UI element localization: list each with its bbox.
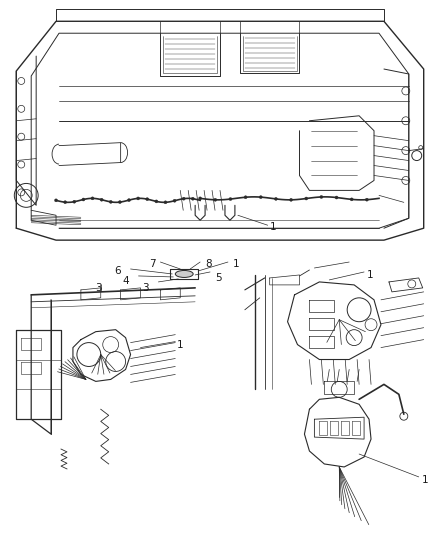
- Circle shape: [100, 198, 103, 201]
- Circle shape: [73, 200, 76, 203]
- Text: 1: 1: [233, 259, 239, 269]
- Circle shape: [127, 199, 130, 201]
- Circle shape: [191, 197, 194, 200]
- Circle shape: [213, 198, 216, 201]
- Text: 3: 3: [141, 283, 148, 293]
- Text: 5: 5: [215, 273, 221, 283]
- Circle shape: [304, 197, 307, 200]
- Circle shape: [289, 198, 292, 201]
- Text: 3: 3: [95, 283, 102, 293]
- Text: 6: 6: [114, 266, 120, 276]
- Circle shape: [259, 196, 261, 199]
- Text: 1: 1: [269, 222, 276, 232]
- Circle shape: [364, 198, 367, 201]
- Text: 8: 8: [205, 259, 211, 269]
- Circle shape: [182, 197, 185, 200]
- Text: 7: 7: [148, 259, 155, 269]
- Circle shape: [334, 196, 337, 199]
- Circle shape: [350, 198, 353, 201]
- Circle shape: [164, 201, 166, 204]
- Circle shape: [173, 199, 176, 202]
- Circle shape: [274, 197, 277, 200]
- Circle shape: [109, 200, 112, 204]
- Circle shape: [54, 199, 57, 202]
- Text: 1: 1: [366, 270, 373, 280]
- Text: 4: 4: [122, 276, 128, 286]
- Circle shape: [198, 197, 201, 200]
- Circle shape: [229, 198, 231, 200]
- Ellipse shape: [175, 270, 193, 278]
- Text: 1: 1: [177, 340, 184, 350]
- Circle shape: [64, 201, 67, 204]
- Circle shape: [136, 197, 139, 200]
- Circle shape: [118, 200, 121, 204]
- Circle shape: [319, 196, 322, 198]
- Circle shape: [91, 197, 94, 200]
- Circle shape: [244, 196, 247, 199]
- Circle shape: [82, 198, 85, 201]
- Circle shape: [155, 200, 158, 203]
- Circle shape: [145, 198, 148, 200]
- Text: 1: 1: [421, 475, 427, 485]
